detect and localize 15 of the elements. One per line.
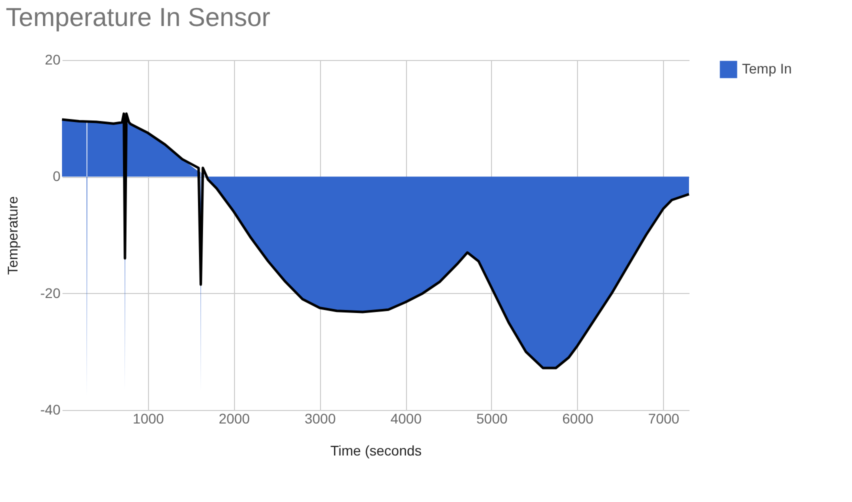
y-axis-title: Temperature [4, 196, 20, 275]
x-tick-label: 4000 [390, 410, 422, 426]
x-tick-label: 2000 [218, 410, 250, 426]
x-tick-label: 5000 [476, 410, 508, 426]
chart-title: Temperature In Sensor [6, 2, 271, 32]
x-tick-label: 1000 [132, 410, 164, 426]
x-axis-title: Time (seconds [330, 442, 422, 458]
y-tick-label: -20 [40, 284, 61, 301]
y-tick-label: -40 [40, 402, 61, 418]
x-tick-label: 6000 [562, 410, 594, 426]
legend-label: Temp In [742, 60, 792, 76]
y-tick-label: 0 [52, 168, 61, 184]
x-tick-label: 3000 [304, 410, 336, 426]
x-tick-label: 7000 [648, 410, 680, 426]
y-tick-label: 20 [44, 52, 61, 68]
